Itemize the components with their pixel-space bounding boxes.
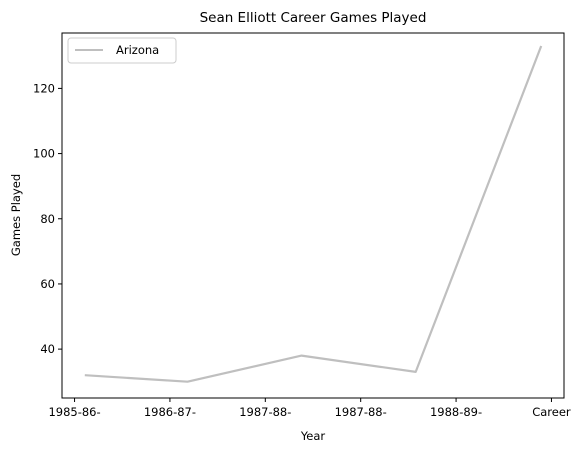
x-tick-label: 1988-89- [430, 405, 482, 419]
y-tick-label: 100 [33, 147, 55, 161]
chart-title: Sean Elliott Career Games Played [200, 10, 427, 26]
x-tick-label: 1985-86- [48, 405, 100, 419]
y-tick-label: 60 [40, 277, 55, 291]
x-axis-label: Year [300, 429, 326, 443]
x-axis: 1985-86- 1986-87- 1987-88- 1987-88- 1988-89-… [48, 398, 571, 419]
plot-frame [61, 32, 565, 399]
y-tick-label: 40 [40, 342, 55, 356]
plot-area [61, 32, 565, 399]
y-axis-label: Games Played [9, 174, 23, 256]
x-tick-label: 1987-88- [335, 405, 387, 419]
legend-label-arizona: Arizona [116, 43, 159, 57]
y-tick-label: 120 [33, 81, 55, 95]
y-tick-label: 80 [40, 212, 55, 226]
y-axis: 40 60 80 100 120 [33, 81, 62, 356]
legend-box [67, 37, 177, 64]
series-layer [84, 45, 543, 383]
x-tick-label: 1987-88- [239, 405, 291, 419]
x-tick-label: 1986-87- [144, 405, 196, 419]
x-tick-label: Career [532, 405, 571, 419]
series-line-arizona [84, 45, 543, 383]
legend: Arizona [67, 37, 177, 64]
